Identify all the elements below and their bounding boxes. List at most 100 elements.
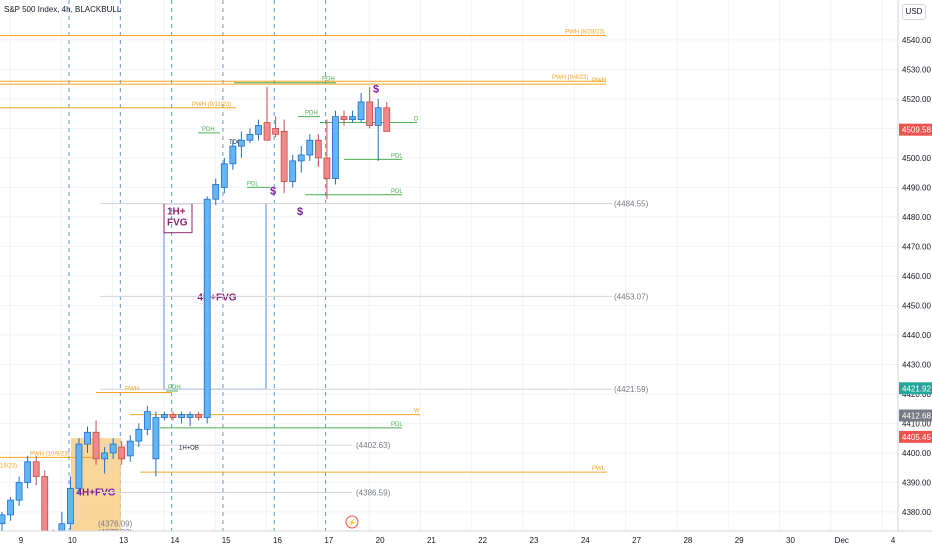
price-tick-label: 4470.00 <box>902 242 931 251</box>
candle-body <box>203 198 211 418</box>
fib-level-label: (4386.59) <box>356 488 391 497</box>
candle-body <box>161 414 168 418</box>
key-level-label: PDL <box>391 422 403 428</box>
fvg-zone-label: FVG <box>167 218 188 229</box>
candle-body <box>24 461 32 483</box>
time-tick-label: 21 <box>427 536 436 545</box>
candle-body <box>383 107 391 132</box>
candle-body <box>340 116 348 120</box>
time-tick-label: 10 <box>68 536 77 545</box>
candle-body <box>84 431 91 445</box>
candle-body <box>374 107 382 126</box>
price-tag <box>899 409 932 422</box>
key-level-label: PDH <box>202 127 215 133</box>
event-icon-glyph: ⚡ <box>348 518 357 527</box>
candle-body <box>272 128 280 135</box>
price-tag <box>899 123 932 136</box>
time-tick-label: 20 <box>376 536 385 545</box>
fvg-zone-label: 1H+ <box>167 207 186 218</box>
key-level-label: PWH (9/11/23) <box>192 102 231 108</box>
key-level-label: PWL <box>592 466 606 472</box>
candle-body <box>255 125 262 135</box>
candle-body <box>109 443 117 454</box>
time-tick-label: 13 <box>119 536 128 545</box>
candle-body <box>169 414 177 418</box>
price-tick-label: 4480.00 <box>902 213 931 222</box>
price-tick-label: 4540.00 <box>902 36 931 45</box>
fvg-zone-label: 4H+FVG <box>197 293 236 304</box>
price-tag-label: 4405.45 <box>902 433 931 442</box>
candle-body <box>186 414 194 418</box>
candle-body <box>212 184 220 200</box>
price-tick-label: 4530.00 <box>902 65 931 74</box>
currency-button[interactable]: USD <box>902 4 926 20</box>
dollar-annotation: $ <box>297 206 303 218</box>
price-tick-label: 4520.00 <box>902 95 931 104</box>
price-tag-label: 4412.68 <box>902 412 931 421</box>
candle-body <box>366 101 374 126</box>
time-tick-label: 17 <box>324 536 333 545</box>
key-level-label: PDL <box>391 189 403 195</box>
price-tick-label: 4500.00 <box>902 154 931 163</box>
candle-body <box>263 122 271 141</box>
key-level-label: W <box>414 409 420 415</box>
candle-body <box>75 443 83 489</box>
dollar-annotation: $ <box>270 185 276 197</box>
price-tag <box>899 382 932 395</box>
candle-body <box>7 499 14 516</box>
candle-body <box>357 101 365 120</box>
price-tick-label: 4430.00 <box>902 360 931 369</box>
time-tick-label: 16 <box>273 536 282 545</box>
fvg-zone-label: 4H+FVG <box>76 487 115 498</box>
candle-body <box>178 414 185 418</box>
fib-level-label: (4421.59) <box>614 385 649 394</box>
key-level-label: PWH (8/28/23) <box>565 30 605 36</box>
candle-body <box>349 116 356 120</box>
time-tick-label: 27 <box>632 536 641 545</box>
time-tick-label: Dec <box>835 536 849 545</box>
key-level-label: TDO <box>229 140 242 146</box>
key-level-label: PWH <box>125 386 139 392</box>
candle-body <box>237 139 245 147</box>
price-tick-label: 4450.00 <box>902 301 931 310</box>
fib-level-label: (4402.63) <box>356 441 391 450</box>
price-tick-label: 4380.00 <box>902 508 931 517</box>
candle-body <box>143 411 151 430</box>
price-tick-label: 4420.00 <box>902 390 931 399</box>
time-axis-background <box>0 531 932 550</box>
candle-body <box>0 514 6 525</box>
candle-body <box>280 130 288 182</box>
key-level-label: PDH <box>168 385 181 391</box>
candle-body <box>126 440 134 457</box>
key-level-label: D <box>414 117 419 123</box>
fib-level-label: (4453.07) <box>614 292 649 301</box>
candle-body <box>323 157 331 179</box>
time-tick-label: 9 <box>19 536 24 545</box>
candle-body <box>246 133 254 141</box>
price-tick-label: 4460.00 <box>902 272 931 281</box>
partial-label: 19/23) <box>0 464 17 470</box>
price-tick-label: 4490.00 <box>902 183 931 192</box>
price-tick-label: 4440.00 <box>902 331 931 340</box>
key-level-label: PDL <box>391 153 403 159</box>
time-tick-label: 4 <box>891 536 896 545</box>
time-tick-label: 28 <box>683 536 692 545</box>
candle-body <box>101 452 108 460</box>
candle-body <box>15 482 23 501</box>
key-level-label: PWH (9/4/23) <box>552 75 588 81</box>
candle-body <box>32 461 40 477</box>
key-level-label: PDH <box>305 111 318 117</box>
candle-body <box>332 116 339 179</box>
candle-body <box>195 414 203 418</box>
key-level-label: PDL <box>247 181 259 187</box>
candle-body <box>306 139 314 156</box>
time-tick-label: 30 <box>786 536 795 545</box>
time-tick-label: 22 <box>478 536 487 545</box>
candle-body <box>229 145 237 165</box>
time-tick-label: 15 <box>222 536 231 545</box>
key-level-label: 1H+OB <box>179 445 199 451</box>
price-tick-label: 4390.00 <box>902 478 931 487</box>
candle-body <box>314 139 322 159</box>
